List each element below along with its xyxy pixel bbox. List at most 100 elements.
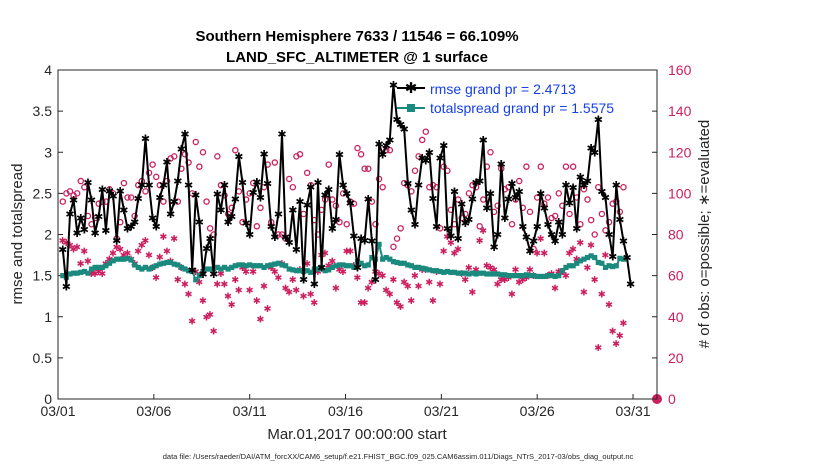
obs-evaluated-point: ✱ xyxy=(379,271,387,282)
rmse-point: ✱ xyxy=(493,230,502,242)
rmse-point: ✱ xyxy=(62,281,71,293)
obs-possible-point xyxy=(379,183,386,191)
obs-possible-point xyxy=(196,163,203,170)
rmse-point: ✱ xyxy=(497,159,506,171)
rmse-point: ✱ xyxy=(619,236,628,248)
obs-possible-point xyxy=(591,231,598,238)
rmse-point: ✱ xyxy=(529,236,538,248)
obs-possible-point xyxy=(192,138,200,146)
spread-point xyxy=(419,265,425,271)
rmse-point: ✱ xyxy=(360,235,369,247)
spread-point xyxy=(239,262,246,268)
rmse-point: ✱ xyxy=(292,244,301,256)
rmse-point: ✱ xyxy=(224,217,233,229)
rmse-point: ✱ xyxy=(116,186,125,198)
obs-evaluated-point: ✱ xyxy=(566,249,574,260)
rmse-point: ✱ xyxy=(234,151,243,163)
obs-evaluated-point: ✱ xyxy=(84,257,92,268)
rmse-point: ✱ xyxy=(594,114,603,126)
obs-possible-point xyxy=(598,210,606,218)
rmse-point: ✱ xyxy=(267,221,276,233)
rmse-point: ✱ xyxy=(342,188,351,200)
rmse-point: ✱ xyxy=(249,188,258,200)
rmse-point: ✱ xyxy=(536,188,545,200)
spread-point xyxy=(588,253,594,259)
spread-point xyxy=(408,263,415,269)
spread-point xyxy=(437,268,443,275)
obs-evaluated-point: ✱ xyxy=(397,302,405,313)
rmse-point: ✱ xyxy=(349,231,358,243)
rmse-point: ✱ xyxy=(238,178,247,190)
obs-evaluated-point: ✱ xyxy=(321,249,329,260)
y-left-tick-label: 1.5 xyxy=(33,268,53,284)
rmse-point: ✱ xyxy=(155,192,164,204)
rmse-point: ✱ xyxy=(310,279,319,291)
y-axis-right-label: # of obs: o=possible; ∗=evaluated xyxy=(696,120,713,349)
rmse-point: ✱ xyxy=(446,231,455,243)
spread-point xyxy=(498,272,504,278)
rmse-point: ✱ xyxy=(554,217,563,229)
rmse-point: ✱ xyxy=(421,155,430,167)
rmse-point: ✱ xyxy=(389,80,398,92)
obs-evaluated-point: ✱ xyxy=(332,283,340,294)
rmse-point: ✱ xyxy=(231,194,240,206)
chart-title-line1: Southern Hemisphere 7633 / 11546 = 66.10… xyxy=(195,28,518,45)
obs-possible-point xyxy=(203,198,210,205)
obs-evaluated-point: ✱ xyxy=(415,281,423,292)
spread-point xyxy=(286,266,292,272)
obs-possible-point xyxy=(372,220,379,228)
spread-point xyxy=(110,258,116,264)
spread-point xyxy=(466,271,472,277)
rmse-point: ✱ xyxy=(525,246,534,258)
spread-point xyxy=(189,268,195,275)
rmse-point: ✱ xyxy=(486,188,495,200)
rmse-point: ✱ xyxy=(569,183,578,195)
rmse-point: ✱ xyxy=(177,144,186,156)
spread-point xyxy=(405,262,411,268)
rmse-point: ✱ xyxy=(256,192,265,204)
rmse-point: ✱ xyxy=(87,195,96,207)
obs-possible-point xyxy=(436,225,444,232)
spread-point xyxy=(185,268,192,274)
rmse-point: ✱ xyxy=(288,205,297,217)
rmse-point: ✱ xyxy=(105,186,114,198)
obs-evaluated-point: ✱ xyxy=(325,261,333,272)
obs-possible-point xyxy=(390,243,397,251)
obs-evaluated-point: ✱ xyxy=(170,234,178,245)
spread-point xyxy=(459,270,465,276)
obs-evaluated-point: ✱ xyxy=(576,238,584,249)
obs-evaluated-point: ✱ xyxy=(393,298,401,309)
obs-evaluated-point: ✱ xyxy=(382,286,390,297)
obs-evaluated-point: ✱ xyxy=(271,267,279,278)
x-tick-label: 03/06 xyxy=(136,403,171,419)
rmse-point: ✱ xyxy=(263,179,272,191)
obs-evaluated-point: ✱ xyxy=(526,265,534,276)
obs-evaluated-point: ✱ xyxy=(120,251,128,262)
x-tick-label: 03/11 xyxy=(233,403,267,419)
spread-point xyxy=(473,271,479,277)
y-right-tick-label: 40 xyxy=(668,309,684,325)
spread-point xyxy=(351,264,357,270)
obs-evaluated-point: ✱ xyxy=(515,277,523,288)
obs-evaluated-point: ✱ xyxy=(253,296,261,307)
spread-point xyxy=(502,272,508,278)
rmse-point: ✱ xyxy=(303,200,312,212)
obs-possible-point xyxy=(365,165,372,172)
spread-point xyxy=(142,264,149,270)
spread-point xyxy=(480,270,486,276)
obs-evaluated-point: ✱ xyxy=(540,249,548,260)
spread-point xyxy=(60,273,66,279)
spread-point xyxy=(261,264,267,270)
chart-title-line2: LAND_SFC_ALTIMETER @ 1 surface xyxy=(226,49,488,66)
obs-possible-point xyxy=(411,167,419,175)
spread-point xyxy=(322,268,328,274)
rmse-point: ✱ xyxy=(364,194,373,206)
rmse-point: ✱ xyxy=(252,177,261,189)
obs-evaluated-point: ✱ xyxy=(602,251,610,262)
obs-evaluated-point: ✱ xyxy=(210,327,218,338)
obs-evaluated-point: ✱ xyxy=(508,290,516,301)
rmse-point: ✱ xyxy=(227,211,236,223)
rmse-point: ✱ xyxy=(475,176,484,188)
spread-point xyxy=(394,259,400,266)
obs-evaluated-point: ✱ xyxy=(469,288,477,299)
